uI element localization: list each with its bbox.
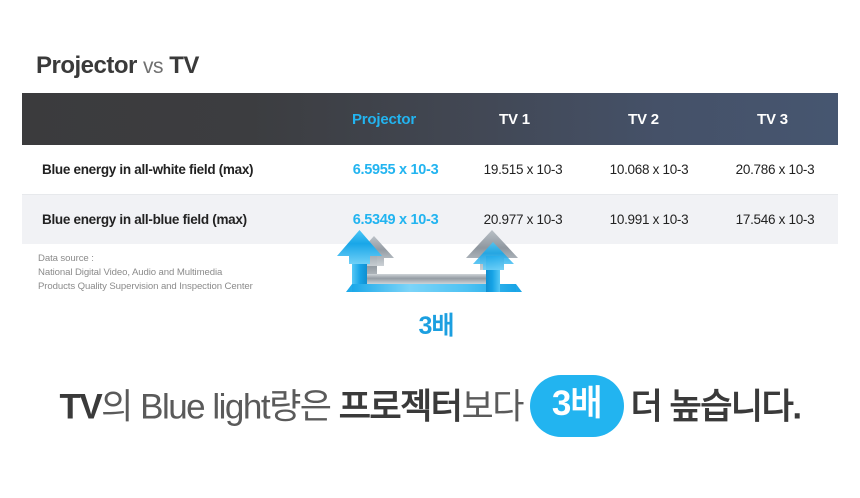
table-row-divider [22, 194, 838, 195]
comparison-table: Projector TV 1 TV 2 TV 3 Blue energy in … [22, 93, 838, 244]
table-row: Blue energy in all-blue field (max) 6.53… [22, 195, 838, 244]
data-source-line-1: Data source : [38, 253, 94, 264]
headline-seg-bluelight: 의 Blue light량은 [101, 387, 339, 427]
title-part-projector: Projector [36, 52, 137, 79]
headline: TV의 Blue light량은 프로젝터보다 3배 더 높습니다. [0, 375, 860, 440]
cell-tv2-all-white: 10.068 x 10-3 [609, 162, 689, 177]
cell-projector-all-white: 6.5955 x 10-3 [352, 161, 439, 178]
row-label-all-white: Blue energy in all-white field (max) [42, 162, 254, 177]
table-header-tv2: TV 2 [628, 110, 659, 128]
headline-multiplier-pill: 3배 [529, 375, 624, 437]
table-header-row: Projector TV 1 TV 2 TV 3 [22, 93, 838, 145]
headline-seg-than: 보다 [461, 387, 525, 427]
table-header-tv1: TV 1 [499, 110, 530, 128]
table-header-projector: Projector [351, 110, 417, 128]
title-part-tv: TV [169, 52, 199, 79]
cell-tv1-all-blue: 20.977 x 10-3 [483, 212, 563, 227]
headline-seg-projector: 프로젝터 [338, 387, 463, 427]
comparison-bracket-graphic [336, 230, 536, 310]
cell-projector-all-blue: 6.5349 x 10-3 [352, 211, 439, 228]
data-source-note: Data source : National Digital Video, Au… [38, 252, 253, 294]
table-header-blank [22, 93, 318, 145]
page-title: Projector vs TV [36, 52, 199, 80]
cell-tv3-all-blue: 17.546 x 10-3 [735, 212, 815, 227]
row-label-all-blue: Blue energy in all-blue field (max) [42, 212, 247, 227]
table-header-tv3: TV 3 [757, 110, 788, 128]
headline-seg-tv: TV [59, 387, 102, 427]
table-row: Blue energy in all-white field (max) 6.5… [22, 145, 838, 194]
headline-seg-higher: 더 높습니다. [630, 387, 802, 427]
cell-tv3-all-white: 20.786 x 10-3 [735, 162, 815, 177]
cell-tv2-all-blue: 10.991 x 10-3 [609, 212, 689, 227]
data-source-line-3: Products Quality Supervision and Inspect… [38, 281, 253, 292]
bracket-multiplier-label: 3배 [418, 312, 455, 340]
data-source-line-2: National Digital Video, Audio and Multim… [38, 267, 223, 278]
bracket-svg [337, 230, 522, 292]
bracket-blue-layer [337, 230, 522, 292]
title-part-vs: vs [143, 55, 164, 78]
cell-tv1-all-white: 19.515 x 10-3 [483, 162, 563, 177]
